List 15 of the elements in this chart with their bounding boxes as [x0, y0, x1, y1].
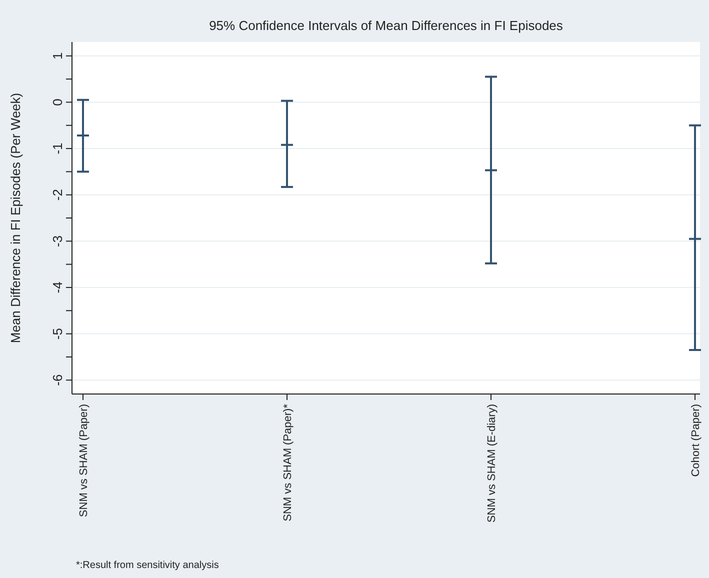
x-tick-label: SNM vs SHAM (E-diary) — [486, 404, 498, 523]
y-tick-label: -5 — [50, 328, 65, 340]
y-tick-label: 1 — [50, 52, 65, 60]
x-tick-label: SNM vs SHAM (Paper)* — [282, 403, 294, 522]
y-tick-label: -3 — [50, 235, 65, 247]
y-tick-label: -4 — [50, 282, 65, 294]
y-tick-label: -6 — [50, 374, 65, 386]
text: *:Result from sensitivity analysis — [76, 560, 219, 571]
y-tick-label: 0 — [50, 98, 65, 106]
y-tick-label: -1 — [50, 142, 65, 154]
x-tick-label: SNM vs SHAM (Paper) — [78, 404, 90, 518]
x-tick-label: Cohort (Paper) — [690, 404, 702, 477]
chart-title: 95% Confidence Intervals of Mean Differences in FI Episodes — [209, 18, 564, 33]
y-tick-label: -2 — [50, 189, 65, 201]
y-axis-title: Mean Difference in FI Episodes (Per Week) — [8, 92, 23, 344]
